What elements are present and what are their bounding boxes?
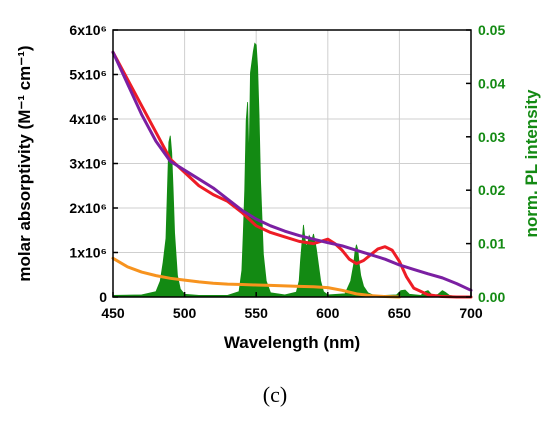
- x-tick-label-5: 700: [459, 305, 483, 321]
- y-right-tick-label-3: 0.03: [478, 129, 505, 145]
- y-left-tick-label-6: 6x10⁶: [69, 22, 107, 38]
- panel-caption: (c): [262, 382, 288, 407]
- x-tick-label-2: 550: [245, 305, 269, 321]
- y-left-tick-label-3: 3x10⁶: [69, 156, 107, 172]
- y-left-tick-label-0: 0: [99, 289, 107, 305]
- tick-layer: 450 500 550 600 650 700 0 1x10⁶ 2x10⁶ 3x10⁶ 4x10⁶ 5…: [69, 22, 505, 321]
- y-left-tick-label-4: 4x10⁶: [69, 111, 107, 127]
- series-line-2: [111, 50, 473, 292]
- x-tick-label-0: 450: [101, 305, 125, 321]
- y-axis-left-title: molar absorptivity (M⁻¹ cm⁻¹): [15, 45, 34, 281]
- y-axis-right-title: norm. PL intensity: [522, 89, 541, 238]
- y-right-tick-label-5: 0.05: [478, 22, 505, 38]
- y-left-tick-label-5: 5x10⁶: [69, 67, 107, 83]
- series-line-0: [111, 256, 401, 299]
- y-right-tick-label-4: 0.04: [478, 75, 505, 91]
- series-line-1: [111, 50, 473, 299]
- series-pl-emission: [112, 42, 472, 298]
- y-right-tick-label-0: 0.00: [478, 289, 505, 305]
- series-layer: [111, 42, 473, 299]
- x-axis-title: Wavelength (nm): [224, 333, 360, 352]
- y-right-tick-label-1: 0.01: [478, 236, 505, 252]
- x-tick-label-3: 600: [316, 305, 340, 321]
- y-left-tick-label-2: 2x10⁶: [69, 200, 107, 216]
- y-right-tick-label-2: 0.02: [478, 182, 505, 198]
- y-left-tick-label-1: 1x10⁶: [69, 245, 107, 261]
- x-tick-label-1: 500: [173, 305, 197, 321]
- x-tick-label-4: 650: [388, 305, 412, 321]
